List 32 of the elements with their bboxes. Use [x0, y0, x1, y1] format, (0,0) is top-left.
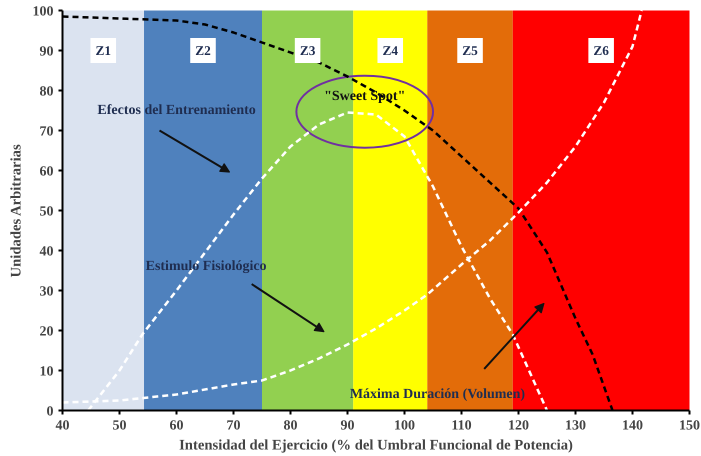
y-tick-label: 0: [46, 404, 54, 420]
y-tick-label: 90: [40, 44, 54, 60]
x-tick-label: 150: [679, 418, 700, 434]
band-label: Z3: [300, 43, 316, 58]
x-tick-label: 40: [56, 418, 70, 434]
annotation: Efectos del Entrenamiento: [97, 103, 256, 118]
band-label: Z6: [593, 43, 610, 58]
x-tick-label: 80: [284, 418, 298, 434]
y-tick-label: 80: [40, 84, 54, 100]
y-tick-label: 70: [40, 124, 54, 140]
x-tick-label: 60: [170, 418, 184, 434]
band-label: Z2: [195, 43, 212, 58]
y-tick-label: 50: [40, 204, 54, 220]
y-tick-label: 20: [40, 324, 54, 340]
y-tick-label: 40: [40, 244, 54, 260]
x-tick-label: 140: [622, 418, 643, 434]
x-tick-label: 50: [112, 418, 126, 434]
x-axis-title: Intensidad del Ejercicio (% del Umbral Funcional de Potencia): [179, 438, 574, 454]
y-tick-label: 30: [40, 284, 54, 300]
x-tick-label: 100: [394, 418, 415, 434]
band-label: Z4: [382, 43, 398, 58]
band-label: Z1: [95, 43, 112, 58]
x-tick-label: 70: [226, 418, 240, 434]
x-tick-label: 120: [508, 418, 529, 434]
x-tick-label: 130: [565, 418, 586, 434]
y-tick-label: 100: [32, 4, 54, 20]
y-axis-title: Unidades Arbitrarias: [8, 144, 24, 278]
y-tick-label: 10: [40, 364, 54, 380]
band-label: Z5: [462, 43, 478, 58]
x-tick-label: 110: [451, 418, 472, 434]
x-tick-label: 90: [340, 418, 354, 434]
y-tick-label: 60: [40, 164, 54, 180]
